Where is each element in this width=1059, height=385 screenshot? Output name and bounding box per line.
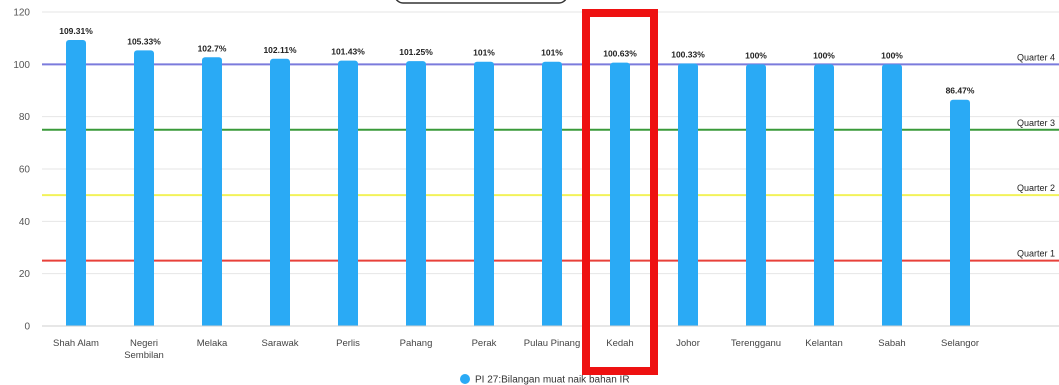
x-tick-label-line: Pahang <box>400 338 433 349</box>
bar-base <box>134 322 154 326</box>
data-label: 100% <box>881 50 903 60</box>
bar-base <box>66 322 86 326</box>
bar-base <box>746 322 766 326</box>
data-label: 102.11% <box>263 45 297 55</box>
y-tick-label: 80 <box>19 112 31 123</box>
bar <box>950 99 970 326</box>
bar <box>338 60 358 327</box>
bar <box>270 58 290 327</box>
axes: 0 20 40 60 80 100 120 Shah Alam Negeri Sembilan Me… <box>13 8 1059 361</box>
cropped-top-pill <box>395 0 567 4</box>
data-label: 102.7% <box>198 43 227 53</box>
bar-base <box>474 322 494 326</box>
data-label: 100% <box>813 50 835 60</box>
bar <box>202 57 222 326</box>
x-tick-label: Johor <box>676 338 700 349</box>
x-tick-label: Kelantan <box>805 338 843 349</box>
bar-base <box>406 322 426 326</box>
x-tick-label-line: Sembilan <box>124 350 164 361</box>
data-label: 100% <box>745 50 767 60</box>
bar <box>66 39 86 326</box>
x-tick-label-line: Terengganu <box>731 338 781 349</box>
x-tick-label-line: Kelantan <box>805 338 843 349</box>
y-tick-label: 120 <box>13 8 30 19</box>
bars <box>66 39 970 327</box>
x-tick-label: Selangor <box>941 338 979 349</box>
x-tick-label-line: Melaka <box>197 338 228 349</box>
data-label: 101% <box>473 48 495 58</box>
bar-base <box>678 322 698 326</box>
x-tick-label-line: Kedah <box>606 338 633 349</box>
reference-line-label: Quarter 4 <box>1017 52 1055 62</box>
x-tick-label-line: Pulau Pinang <box>524 338 581 349</box>
data-labels: 109.31% 105.33% 102.7% 102.11% 101.43% 101.25… <box>59 26 975 96</box>
x-tick-label-line: Negeri <box>130 338 158 349</box>
highlight-rectangle <box>582 9 658 375</box>
legend-marker <box>460 374 470 384</box>
bar <box>814 64 834 326</box>
y-tick-label: 60 <box>19 165 31 176</box>
bar-base <box>882 322 902 326</box>
x-tick-label-line: Shah Alam <box>53 338 99 349</box>
bar-base <box>202 322 222 326</box>
x-tick-label: Terengganu <box>731 338 781 349</box>
bar <box>134 50 154 326</box>
y-tick-label: 100 <box>13 60 30 71</box>
data-label: 109.31% <box>59 26 93 36</box>
x-tick-label-line: Sarawak <box>262 338 299 349</box>
data-label: 100.63% <box>603 49 637 59</box>
bar-base <box>338 322 358 326</box>
highlight-box <box>582 9 658 375</box>
bar-base <box>814 322 834 326</box>
bar <box>406 61 426 326</box>
data-label: 101% <box>541 48 563 58</box>
x-tick-label: Shah Alam <box>53 338 99 349</box>
reference-line-label: Quarter 1 <box>1017 249 1055 259</box>
x-tick-label: Negeri Sembilan <box>124 338 164 361</box>
data-label: 101.43% <box>331 47 365 57</box>
x-tick-label: Pahang <box>400 338 433 349</box>
bar <box>610 62 630 326</box>
bar <box>474 61 494 326</box>
y-tick-label: 0 <box>24 322 30 333</box>
data-label: 101.25% <box>399 47 433 57</box>
x-tick-label: Perlis <box>336 338 360 349</box>
legend-label[interactable]: PI 27:Bilangan muat naik bahan IR <box>475 375 630 385</box>
reference-line-label: Quarter 2 <box>1017 183 1055 193</box>
reference-line-label: Quarter 3 <box>1017 118 1055 128</box>
data-label: 86.47% <box>946 86 975 96</box>
x-tick-label: Pulau Pinang <box>524 338 581 349</box>
bar-base <box>950 322 970 326</box>
x-tick-label: Perak <box>472 338 497 349</box>
bar-base <box>270 322 290 326</box>
bar-base <box>542 322 562 326</box>
bar-base <box>610 322 630 326</box>
x-tick-label-line: Selangor <box>941 338 979 349</box>
bar <box>542 61 562 326</box>
bar <box>678 63 698 326</box>
x-tick-label-line: Perak <box>472 338 497 349</box>
x-tick-label: Kedah <box>606 338 633 349</box>
x-tick-label: Sabah <box>878 338 905 349</box>
x-tick-label: Sarawak <box>262 338 299 349</box>
data-label: 100.33% <box>671 49 705 59</box>
y-tick-label: 40 <box>19 217 31 228</box>
x-tick-label-line: Perlis <box>336 338 360 349</box>
y-tick-label: 20 <box>19 269 31 280</box>
data-label: 105.33% <box>127 36 161 46</box>
bar <box>882 64 902 326</box>
x-tick-label: Melaka <box>197 338 228 349</box>
legend[interactable]: PI 27:Bilangan muat naik bahan IR <box>460 374 630 385</box>
x-tick-label-line: Johor <box>676 338 700 349</box>
bar <box>746 64 766 326</box>
x-tick-label-line: Sabah <box>878 338 905 349</box>
